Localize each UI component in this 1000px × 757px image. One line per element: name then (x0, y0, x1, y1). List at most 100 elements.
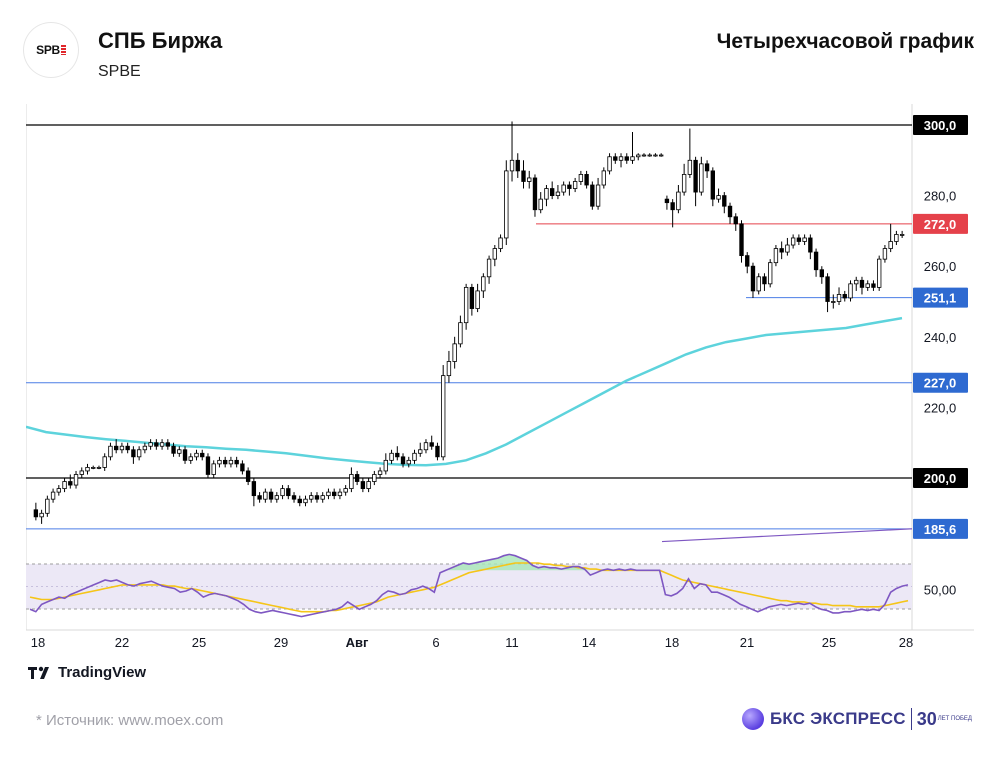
trend-extension-line (661, 528, 913, 543)
candle-body (165, 442, 170, 447)
candle-body (745, 255, 750, 267)
candle-body (377, 470, 383, 475)
candle-body (773, 248, 779, 264)
price-level-label: 251,1 (924, 291, 957, 306)
candle-body (899, 234, 905, 236)
candle-body (125, 445, 130, 451)
candle-body (102, 456, 107, 468)
candle-body (68, 481, 73, 486)
candle-body (699, 163, 704, 193)
candle-body (91, 467, 96, 469)
candle-body (280, 488, 285, 497)
candle-body (418, 449, 423, 454)
bcs-years: 30 (916, 708, 937, 729)
candle-body (842, 294, 847, 299)
candle-body (119, 445, 125, 451)
rsi-axis-label: 50,00 (924, 583, 957, 598)
candle-body (171, 445, 176, 454)
candle-body (613, 156, 618, 161)
candle-body (366, 481, 371, 489)
x-tick-label: 22 (115, 635, 129, 650)
candle-body (435, 445, 440, 458)
candle-body (521, 170, 526, 182)
candle-body (659, 154, 664, 157)
y-tick-label: 240,0 (924, 330, 957, 345)
candle-body (217, 459, 222, 465)
candle-body (114, 445, 119, 451)
candle-body (532, 177, 538, 211)
rsi-band (26, 564, 912, 609)
candle-body (687, 159, 693, 175)
candle-body (722, 195, 727, 207)
candle-body (486, 258, 492, 278)
bcs-years-caption: ЛЕТ ПОБЕД (937, 715, 972, 722)
candle-body (268, 491, 274, 500)
candle-body (79, 470, 84, 475)
candle-body (630, 156, 635, 161)
candle-body (481, 276, 486, 292)
candle-body (492, 248, 497, 260)
candle-body (550, 188, 555, 197)
candle-body (297, 498, 302, 504)
bcs-brand: БКС ЭКСПРЕСС 30 ЛЕТ ПОБЕД (741, 708, 972, 730)
x-tick-label: 29 (274, 635, 288, 650)
candle-body (200, 452, 205, 458)
x-tick-label: Авг (346, 635, 369, 650)
chart-area: 50,00 220,0 240,0 260,0 280,0 18 22 25 29 Авг 6 11… (25, 104, 974, 652)
candle-body (62, 481, 67, 489)
candle-body (716, 195, 721, 200)
candle-body (326, 491, 331, 497)
candle-body (854, 279, 859, 285)
price-level-tag (913, 287, 968, 308)
candle-body (859, 279, 865, 288)
x-tick-label: 25 (192, 635, 206, 650)
candle-body (372, 474, 377, 482)
candle-body (590, 184, 595, 207)
candle-body (400, 456, 406, 465)
candle-body (624, 156, 629, 161)
candle-body (257, 495, 262, 500)
candle-body (733, 216, 738, 225)
candle-body (343, 488, 348, 493)
candle-body (177, 449, 182, 454)
chart-period: Четырехчасовой график (716, 30, 974, 53)
instrument-title: СПБ Биржа (98, 28, 223, 53)
candle-body (527, 177, 532, 182)
price-level-label: 185,6 (924, 522, 957, 537)
candle-body (802, 237, 807, 242)
price-chart: 50,00 220,0 240,0 260,0 280,0 18 22 25 29 Авг 6 11… (25, 104, 974, 652)
candle-body (750, 265, 756, 292)
candle-body (360, 481, 366, 489)
candle-body (681, 174, 687, 193)
candle-body (354, 474, 360, 482)
candle-body (727, 205, 733, 218)
candle-body (693, 159, 698, 193)
candle-body (320, 495, 325, 500)
candle-body (871, 283, 876, 288)
candle-body (607, 156, 612, 172)
y-tick-label: 280,0 (924, 189, 957, 204)
tradingview-text: TradingView (58, 664, 147, 681)
candle-body (498, 237, 503, 249)
candle-body (710, 170, 715, 200)
candle-body (263, 491, 268, 500)
candle-body (561, 184, 566, 193)
candle-body (56, 488, 61, 493)
source-note: * Источник: www.moex.com (36, 712, 224, 729)
candle-body (39, 512, 44, 518)
candle-body (458, 322, 463, 345)
candle-body (240, 463, 245, 472)
candle-body (504, 170, 509, 239)
candle-body (785, 244, 790, 253)
candle-body (223, 459, 228, 465)
candle-body (309, 495, 314, 500)
candle-body (85, 467, 90, 472)
candle-body (211, 463, 216, 475)
candle-body (234, 459, 239, 465)
chart-header: SPB СПБ Биржа SPBE Четырехчасовой график (0, 0, 1000, 100)
candle-body (383, 459, 388, 472)
instrument-ticker: SPBE (98, 63, 141, 80)
candle-body (578, 174, 584, 182)
candle-body (567, 184, 572, 189)
